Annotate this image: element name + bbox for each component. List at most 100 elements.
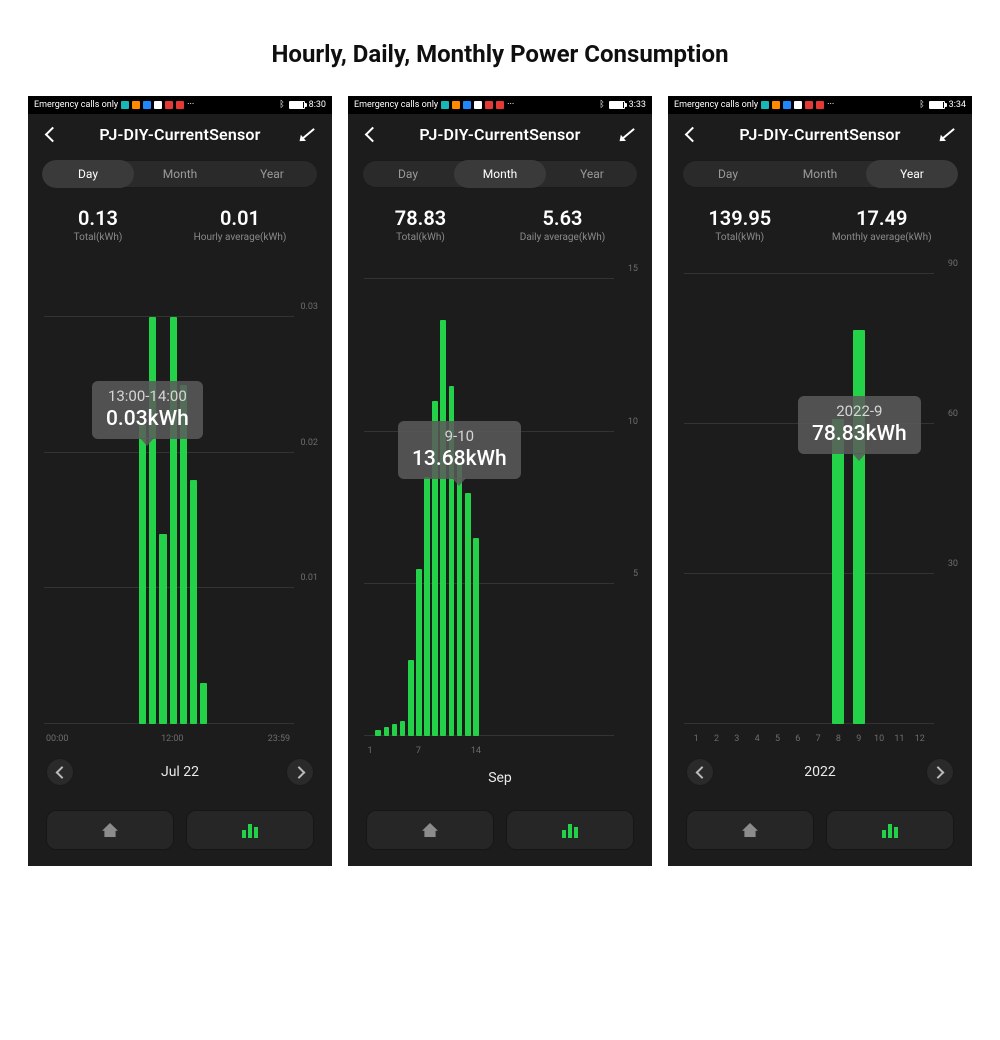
segment-year[interactable]: Year [866, 160, 958, 188]
x-tick-label: 8 [828, 734, 848, 744]
bar[interactable] [168, 249, 178, 724]
bar[interactable] [727, 249, 747, 724]
segment-month[interactable]: Month [774, 160, 866, 188]
next-button[interactable] [286, 758, 314, 786]
chart[interactable]: 306090123456789101112 [668, 249, 972, 750]
prev-button[interactable] [686, 758, 714, 786]
bar[interactable] [270, 249, 280, 724]
stats-tab[interactable] [826, 810, 954, 850]
bar[interactable] [209, 249, 219, 724]
back-button[interactable] [682, 124, 702, 144]
home-tab[interactable] [366, 810, 494, 850]
bar[interactable] [46, 249, 56, 724]
bar[interactable] [117, 249, 127, 724]
bar[interactable] [107, 249, 117, 724]
bar[interactable] [399, 249, 407, 736]
edit-button[interactable] [618, 124, 638, 144]
segment-year[interactable]: Year [546, 160, 638, 188]
segmented-control[interactable]: DayMonthYear [42, 160, 318, 188]
segmented-control[interactable]: DayMonthYear [682, 160, 958, 188]
prev-button[interactable] [46, 758, 74, 786]
segment-month[interactable]: Month [134, 160, 226, 188]
edit-button[interactable] [298, 124, 318, 144]
bar[interactable] [456, 249, 464, 736]
bar[interactable] [407, 249, 415, 736]
bar[interactable] [788, 249, 808, 724]
bar[interactable] [889, 249, 909, 724]
bar[interactable] [504, 249, 512, 736]
bar[interactable] [97, 249, 107, 724]
edit-button[interactable] [938, 124, 958, 144]
bar[interactable] [219, 249, 229, 724]
bar[interactable] [188, 249, 198, 724]
bar[interactable] [178, 249, 188, 724]
segment-day[interactable]: Day [682, 160, 774, 188]
bar[interactable] [472, 249, 480, 736]
bar[interactable] [382, 249, 390, 736]
bar[interactable] [686, 249, 706, 724]
bar[interactable] [229, 249, 239, 724]
bar[interactable] [529, 249, 537, 736]
bar[interactable] [148, 249, 158, 724]
back-button[interactable] [362, 124, 382, 144]
home-tab[interactable] [686, 810, 814, 850]
bar[interactable] [488, 249, 496, 736]
bar[interactable] [578, 249, 586, 736]
bar[interactable] [280, 249, 290, 724]
bar[interactable] [545, 249, 553, 736]
bar[interactable] [439, 249, 447, 736]
bar[interactable] [464, 249, 472, 736]
bar[interactable] [423, 249, 431, 736]
bar[interactable] [77, 249, 87, 724]
segment-year[interactable]: Year [226, 160, 318, 188]
bar[interactable] [127, 249, 137, 724]
bar[interactable] [537, 249, 545, 736]
next-button[interactable] [926, 758, 954, 786]
chart[interactable]: 510151714 [348, 249, 652, 762]
bar[interactable] [767, 249, 787, 724]
stats-tab[interactable] [506, 810, 634, 850]
segment-day[interactable]: Day [42, 160, 134, 188]
bar[interactable] [586, 249, 594, 736]
bar[interactable] [602, 249, 610, 736]
bar[interactable] [553, 249, 561, 736]
bar[interactable] [747, 249, 767, 724]
bar[interactable] [87, 249, 97, 724]
bar[interactable] [808, 249, 828, 724]
back-button[interactable] [42, 124, 62, 144]
bar[interactable] [66, 249, 76, 724]
bar[interactable] [480, 249, 488, 736]
x-tick-label: 9 [849, 734, 869, 744]
bar[interactable] [374, 249, 382, 736]
x-tick-label: 10 [869, 734, 889, 744]
bar[interactable] [56, 249, 66, 724]
bar[interactable] [828, 249, 848, 724]
home-tab[interactable] [46, 810, 174, 850]
stats-tab[interactable] [186, 810, 314, 850]
bar[interactable] [706, 249, 726, 724]
bar[interactable] [415, 249, 423, 736]
bar[interactable] [390, 249, 398, 736]
bar[interactable] [910, 249, 930, 724]
chart[interactable]: 0.010.020.0300:0012:0023:59 [28, 249, 332, 750]
bar[interactable] [431, 249, 439, 736]
bar[interactable] [513, 249, 521, 736]
bar[interactable] [521, 249, 529, 736]
segmented-control[interactable]: DayMonthYear [362, 160, 638, 188]
bar[interactable] [249, 249, 259, 724]
bar[interactable] [561, 249, 569, 736]
bar[interactable] [138, 249, 148, 724]
bar[interactable] [849, 249, 869, 724]
bar[interactable] [570, 249, 578, 736]
bar[interactable] [199, 249, 209, 724]
bar[interactable] [260, 249, 270, 724]
bar[interactable] [496, 249, 504, 736]
bar[interactable] [366, 249, 374, 736]
bar[interactable] [447, 249, 455, 736]
bar[interactable] [869, 249, 889, 724]
bar[interactable] [158, 249, 168, 724]
segment-day[interactable]: Day [362, 160, 454, 188]
segment-month[interactable]: Month [454, 160, 546, 188]
bar[interactable] [594, 249, 602, 736]
bar[interactable] [239, 249, 249, 724]
